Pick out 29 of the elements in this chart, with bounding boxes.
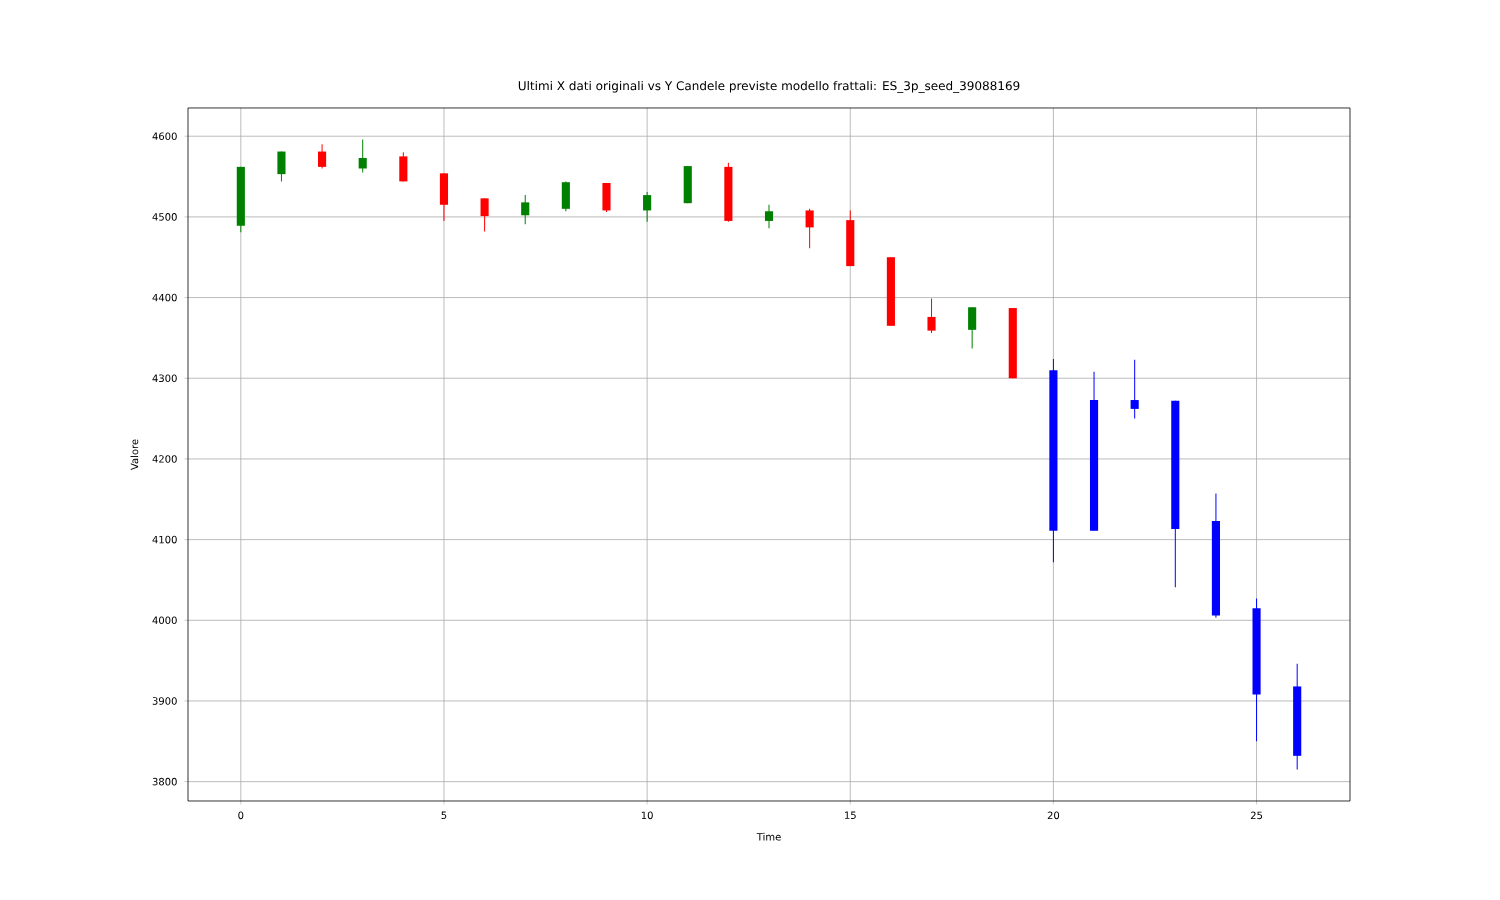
candlestick — [764, 204, 774, 229]
y-tick-label: 4400 — [152, 293, 177, 302]
candlestick — [521, 194, 530, 225]
y-axis-title: Valore — [130, 439, 139, 470]
y-tick-label: 4200 — [152, 455, 177, 463]
candlestick — [643, 191, 652, 223]
y-tick-label: 4100 — [152, 535, 177, 544]
candlestick — [1130, 359, 1139, 420]
x-tick-label: 5 — [441, 811, 447, 820]
x-tick-label: 10 — [641, 811, 653, 820]
y-tick-label: 4300 — [152, 374, 177, 383]
y-tick-label: 3900 — [152, 697, 177, 705]
candlestick — [805, 208, 814, 249]
x-axis-title: Time — [756, 832, 781, 841]
chart-title: Ultimi X dati originali vs Y Candele previste modello frattali: ES_3p_seed_39088169 — [518, 80, 1020, 93]
candlestick — [318, 143, 327, 169]
x-tick-label: 25 — [1250, 811, 1263, 820]
candlestick — [277, 151, 286, 182]
y-tick-label: 3800 — [152, 777, 177, 786]
x-tick-label: 20 — [1047, 811, 1060, 820]
x-tick-label: 0 — [238, 811, 244, 820]
y-tick-label: 4000 — [152, 616, 177, 625]
candlestick — [480, 197, 489, 232]
y-tick-label: 4500 — [152, 213, 177, 221]
candlestick — [927, 297, 936, 334]
y-tick-label: 4600 — [152, 132, 177, 141]
x-tick-label: 15 — [845, 811, 856, 820]
candlestick — [968, 306, 977, 349]
candlestick — [358, 138, 367, 174]
